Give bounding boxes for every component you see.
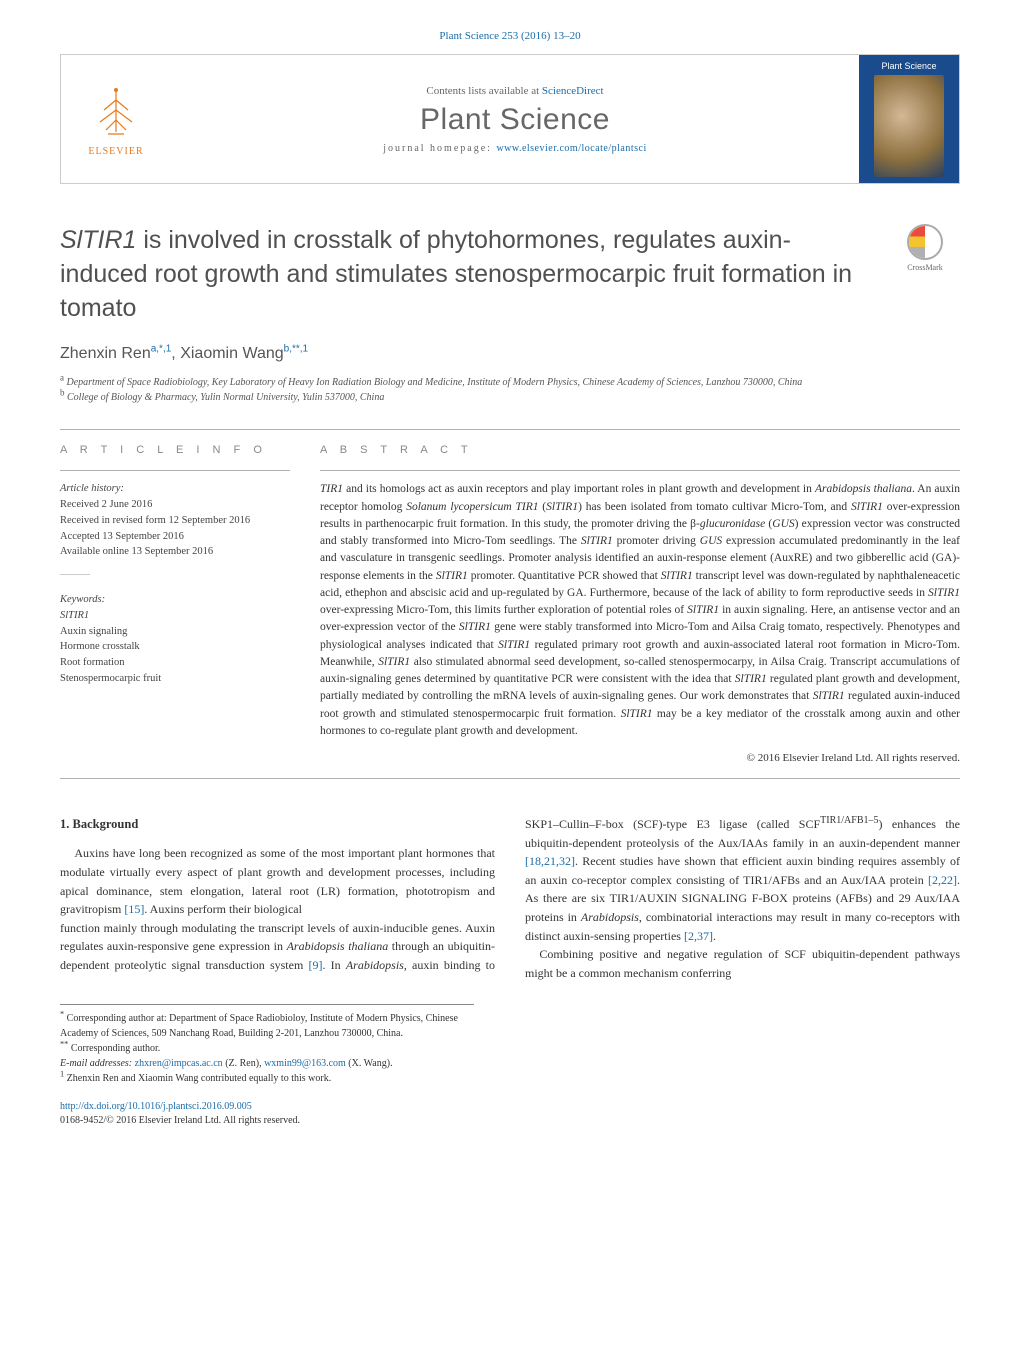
abstract-heading: A B S T R A C T <box>320 444 960 456</box>
authors: Zhenxin Rena,*,1, Xiaomin Wangb,**,1 <box>60 345 960 363</box>
article-info-column: A R T I C L E I N F O Article history: R… <box>60 444 290 764</box>
sciencedirect-link[interactable]: ScienceDirect <box>542 85 604 97</box>
keyword-1: Auxin signaling <box>60 626 127 637</box>
footnotes: * Corresponding author at: Department of… <box>60 1004 474 1086</box>
cover-title: Plant Science <box>881 61 936 71</box>
keywords-label: Keywords: <box>60 594 105 605</box>
journal-cover: Plant Science <box>859 55 959 183</box>
issn-copyright: 0168-9452/© 2016 Elsevier Ireland Ltd. A… <box>60 1115 300 1126</box>
keyword-3: Root formation <box>60 657 124 668</box>
journal-header: ELSEVIER Contents lists available at Sci… <box>60 54 960 184</box>
footnote-corr2: ** Corresponding author. <box>60 1041 474 1056</box>
cover-image <box>874 75 944 177</box>
body-text: 1. Background Auxins have long been reco… <box>60 815 960 982</box>
article-history: Article history: Received 2 June 2016 Re… <box>60 481 290 560</box>
homepage-line: journal homepage: www.elsevier.com/locat… <box>383 143 647 154</box>
email-link-2[interactable]: wxmin99@163.com <box>264 1058 346 1069</box>
history-received: Received 2 June 2016 <box>60 499 152 510</box>
info-divider <box>60 574 90 592</box>
body-paragraph-1: Auxins have long been recognized as some… <box>60 844 495 918</box>
history-online: Available online 13 September 2016 <box>60 546 213 557</box>
doi-link[interactable]: http://dx.doi.org/10.1016/j.plantsci.201… <box>60 1101 252 1112</box>
email-link-1[interactable]: zhxren@impcas.ac.cn <box>135 1058 223 1069</box>
contents-available-line: Contents lists available at ScienceDirec… <box>426 85 603 97</box>
history-revised: Received in revised form 12 September 20… <box>60 515 250 526</box>
body-paragraph-3: Combining positive and negative regulati… <box>525 945 960 982</box>
footnote-contrib: 1 Zhenxin Ren and Xiaomin Wang contribut… <box>60 1071 474 1086</box>
header-center: Contents lists available at ScienceDirec… <box>171 55 859 183</box>
separator-rule <box>60 429 960 430</box>
crossmark-badge[interactable]: CrossMark <box>890 224 960 272</box>
homepage-prefix: journal homepage: <box>383 143 496 154</box>
article-title: SlTIR1 is involved in crosstalk of phyto… <box>60 224 878 325</box>
affiliation-a: a Department of Space Radiobiology, Key … <box>60 375 960 390</box>
elsevier-tree-icon <box>86 82 146 142</box>
contents-prefix: Contents lists available at <box>426 85 541 97</box>
homepage-link[interactable]: www.elsevier.com/locate/plantsci <box>496 143 646 154</box>
doi-block: http://dx.doi.org/10.1016/j.plantsci.201… <box>60 1100 960 1128</box>
history-accepted: Accepted 13 September 2016 <box>60 531 184 542</box>
keyword-0: SlTIR1 <box>60 610 89 621</box>
section-heading-1: 1. Background <box>60 815 495 834</box>
keyword-2: Hormone crosstalk <box>60 641 140 652</box>
affiliations: a Department of Space Radiobiology, Key … <box>60 375 960 405</box>
abstract-rule <box>320 470 960 471</box>
info-rule <box>60 470 290 471</box>
footnote-corr1: * Corresponding author at: Department of… <box>60 1011 474 1041</box>
separator-rule-2 <box>60 778 960 779</box>
history-label: Article history: <box>60 483 124 494</box>
footnote-emails: E-mail addresses: zhxren@impcas.ac.cn (Z… <box>60 1056 474 1071</box>
keywords-block: Keywords: SlTIR1 Auxin signaling Hormone… <box>60 592 290 687</box>
abstract-column: A B S T R A C T TIR1 and its homologs ac… <box>320 444 960 764</box>
journal-name: Plant Science <box>420 103 610 137</box>
crossmark-icon <box>907 224 943 260</box>
crossmark-label: CrossMark <box>907 263 943 272</box>
abstract-text: TIR1 and its homologs act as auxin recep… <box>320 481 960 740</box>
article-info-heading: A R T I C L E I N F O <box>60 444 290 456</box>
abstract-copyright: © 2016 Elsevier Ireland Ltd. All rights … <box>320 752 960 764</box>
keyword-4: Stenospermocarpic fruit <box>60 673 161 684</box>
publisher-name: ELSEVIER <box>88 146 143 157</box>
affiliation-b: b College of Biology & Pharmacy, Yulin N… <box>60 390 960 405</box>
journal-reference: Plant Science 253 (2016) 13–20 <box>60 30 960 42</box>
publisher-logo: ELSEVIER <box>61 55 171 183</box>
